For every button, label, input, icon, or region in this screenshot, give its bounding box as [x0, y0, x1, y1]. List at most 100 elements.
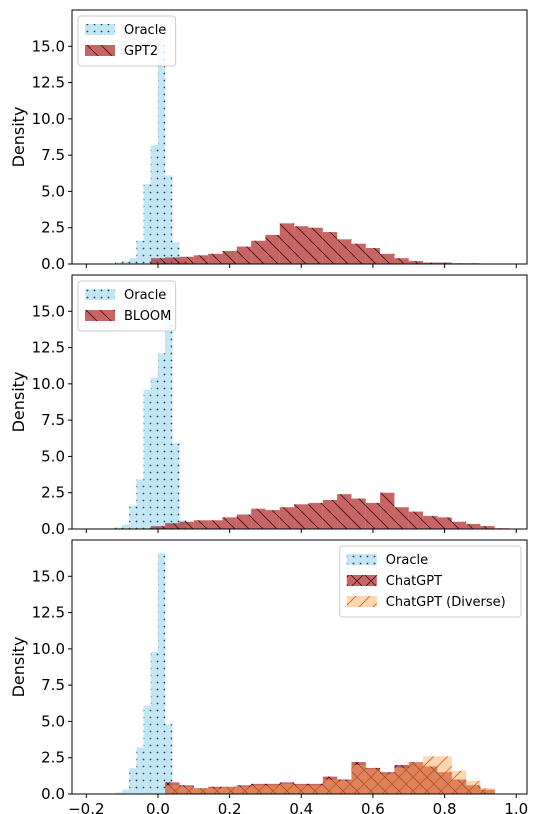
y-tick-label: 2.5	[41, 749, 65, 767]
histogram-bar-hatch	[437, 517, 452, 529]
y-tick-label: 7.5	[41, 146, 65, 164]
histogram-bar-hatch	[157, 553, 166, 794]
y-tick-label: 2.5	[41, 219, 65, 237]
histogram-bar-hatch	[114, 262, 123, 264]
histogram-bar-hatch	[380, 253, 395, 264]
legend-label: GPT2	[124, 44, 158, 59]
histogram-bar-hatch	[279, 507, 295, 529]
histogram-bar-hatch	[165, 724, 173, 794]
histogram-bar-hatch	[193, 255, 209, 264]
histogram-bar-hatch	[394, 258, 409, 264]
histogram-bar-hatch	[236, 514, 252, 529]
histogram-bar-hatch	[193, 788, 209, 794]
axes-frame	[71, 539, 528, 795]
axes-frame	[71, 274, 528, 530]
histogram-bar-hatch	[143, 705, 151, 794]
histogram-bar-hatch	[150, 651, 158, 794]
series-oracle	[114, 553, 187, 794]
histogram-bar-hatch	[308, 227, 323, 264]
series-chatgpt-diverse	[165, 756, 495, 794]
legend-swatch-hatch	[85, 310, 115, 321]
histogram-bar-hatch	[394, 507, 409, 529]
histogram-bar-hatch	[380, 773, 395, 794]
histogram-bar-hatch	[408, 762, 424, 794]
histogram-bar-hatch	[408, 511, 424, 529]
x-tick-label: 0.6	[361, 800, 385, 814]
series-gpt2	[150, 223, 510, 264]
y-tick-label: 5.0	[41, 447, 65, 465]
histogram-bar-hatch	[437, 262, 452, 264]
histogram-bar-hatch	[408, 261, 424, 264]
histogram-bar-hatch	[480, 788, 495, 794]
histogram-bar-hatch	[143, 184, 151, 264]
y-tick-label: 10.0	[32, 640, 65, 658]
histogram-bar-hatch	[165, 175, 173, 264]
histogram-bar-hatch	[451, 770, 467, 794]
y-tick-label: 10.0	[32, 110, 65, 128]
histogram-bar-hatch	[129, 767, 137, 794]
legend-swatch-hatch	[346, 554, 377, 565]
legend-swatch-hatch	[85, 45, 115, 56]
histogram-bar-hatch	[150, 144, 158, 264]
y-axis-label: Density	[9, 372, 28, 433]
histogram-bar-hatch	[251, 240, 266, 264]
histogram-bar-hatch	[365, 769, 381, 794]
histogram-bar-hatch	[165, 785, 180, 794]
axes-frame	[71, 9, 528, 265]
legend-swatch-hatch	[85, 24, 115, 35]
x-tick-label: 0.8	[433, 800, 457, 814]
histogram-panel-1: 0.0 2.5 5.0 7.5 10.0 12.5 15.0 Density Oracle GPT…	[9, 9, 528, 273]
legend-label: ChatGPT	[386, 574, 442, 589]
histogram-bar-hatch	[179, 786, 194, 794]
histogram-bar-hatch	[294, 504, 309, 529]
histogram-bar-hatch	[114, 527, 123, 529]
histogram-bar-hatch	[365, 502, 381, 529]
histogram-bar-hatch	[136, 240, 144, 264]
histogram-bar-hatch	[337, 239, 352, 264]
histogram-bar-hatch	[136, 747, 144, 794]
y-tick-label: 15.0	[32, 567, 65, 585]
histogram-bar-hatch	[308, 502, 323, 529]
histogram-bar-hatch	[451, 521, 467, 529]
y-tick-label: 12.5	[32, 74, 65, 92]
y-tick-label: 5.0	[41, 182, 65, 200]
histogram-bar-hatch	[172, 443, 180, 529]
histogram-bar-hatch	[466, 523, 481, 529]
legend-swatch-hatch	[85, 289, 115, 300]
y-tick-label: 12.5	[32, 339, 65, 357]
histogram-bar-hatch	[165, 523, 180, 529]
histogram-bar-hatch	[322, 779, 338, 794]
histogram-bar-hatch	[351, 764, 366, 794]
histogram-bar-hatch	[423, 515, 438, 529]
histogram-bar-hatch	[337, 494, 352, 529]
histogram-bar-hatch	[480, 526, 495, 529]
x-tick-label: 0.4	[289, 800, 313, 814]
histogram-bar-hatch	[308, 785, 323, 794]
histogram-bar-hatch	[236, 786, 252, 794]
y-axis-label: Density	[9, 107, 28, 168]
histogram-bar-hatch	[193, 520, 209, 529]
histogram-bar-hatch	[208, 520, 223, 529]
y-tick-label: 0.0	[41, 255, 65, 273]
histogram-bar-hatch	[423, 262, 438, 264]
y-tick-label: 0.0	[41, 520, 65, 538]
histogram-bar-hatch	[122, 524, 130, 529]
histogram-bar-hatch	[143, 389, 151, 529]
histogram-bar-hatch	[251, 785, 266, 794]
histogram-bar-hatch	[294, 226, 309, 264]
histogram-bar-hatch	[114, 792, 123, 794]
panels-group: 0.0 2.5 5.0 7.5 10.0 12.5 15.0 Density Oracle GPT…	[9, 9, 528, 814]
histogram-bar-hatch	[236, 246, 252, 264]
histogram-bar-hatch	[222, 786, 237, 794]
histogram-bar-hatch	[380, 492, 395, 529]
histogram-bar-hatch	[179, 256, 194, 264]
histogram-bar-hatch	[394, 767, 409, 794]
histogram-bar-hatch	[129, 258, 137, 264]
histogram-bar-hatch	[322, 232, 338, 264]
y-tick-label: 15.0	[32, 37, 65, 55]
histogram-bar-hatch	[279, 223, 295, 264]
y-tick-label: 15.0	[32, 302, 65, 320]
legend-label: BLOOM	[124, 309, 171, 324]
histogram-bar-hatch	[437, 756, 452, 794]
